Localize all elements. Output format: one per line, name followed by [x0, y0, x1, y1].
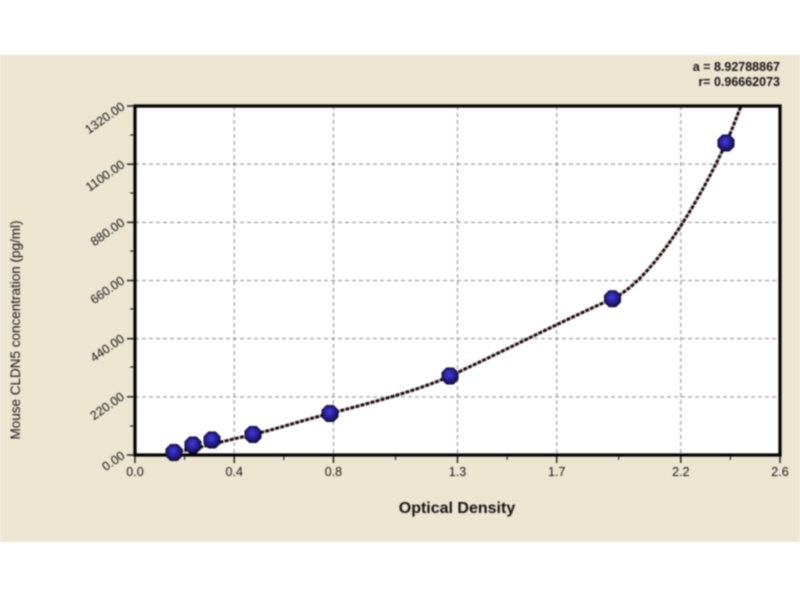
svg-text:0.8: 0.8: [325, 465, 342, 479]
svg-text:1.3: 1.3: [449, 465, 466, 479]
svg-text:2.6: 2.6: [771, 465, 788, 479]
svg-text:2.2: 2.2: [672, 465, 689, 479]
svg-text:Mouse CLDN5 concentration (pg/: Mouse CLDN5 concentration (pg/ml): [8, 220, 23, 439]
svg-text:Optical Density: Optical Density: [399, 500, 516, 517]
svg-text:0.4: 0.4: [226, 465, 243, 479]
svg-text:1.7: 1.7: [548, 465, 565, 479]
svg-text:0.0: 0.0: [126, 465, 143, 479]
